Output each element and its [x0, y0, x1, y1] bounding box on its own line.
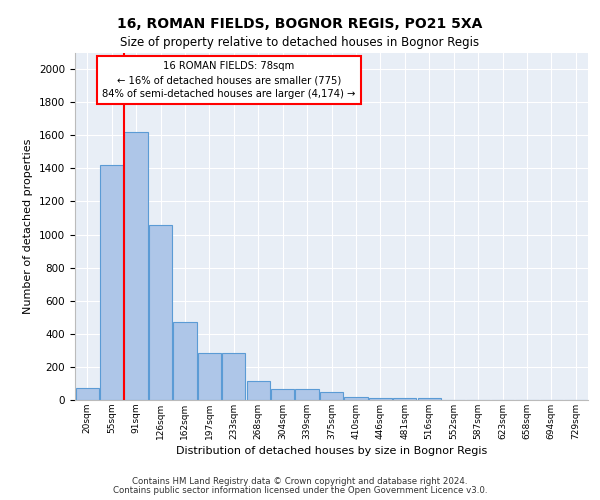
- Bar: [173, 322, 197, 400]
- Bar: [222, 353, 245, 400]
- Bar: [369, 398, 392, 400]
- Bar: [418, 398, 441, 400]
- Bar: [393, 398, 416, 400]
- Bar: [295, 389, 319, 400]
- Bar: [198, 353, 221, 400]
- X-axis label: Distribution of detached houses by size in Bognor Regis: Distribution of detached houses by size …: [176, 446, 487, 456]
- Bar: [76, 388, 99, 400]
- Y-axis label: Number of detached properties: Number of detached properties: [23, 138, 34, 314]
- Bar: [344, 396, 368, 400]
- Bar: [124, 132, 148, 400]
- Text: Size of property relative to detached houses in Bognor Regis: Size of property relative to detached ho…: [121, 36, 479, 49]
- Text: Contains HM Land Registry data © Crown copyright and database right 2024.: Contains HM Land Registry data © Crown c…: [132, 477, 468, 486]
- Text: 16 ROMAN FIELDS: 78sqm
← 16% of detached houses are smaller (775)
84% of semi-de: 16 ROMAN FIELDS: 78sqm ← 16% of detached…: [102, 61, 356, 99]
- Bar: [149, 224, 172, 400]
- Bar: [247, 381, 270, 400]
- Bar: [100, 165, 123, 400]
- Text: 16, ROMAN FIELDS, BOGNOR REGIS, PO21 5XA: 16, ROMAN FIELDS, BOGNOR REGIS, PO21 5XA: [118, 18, 482, 32]
- Bar: [320, 392, 343, 400]
- Bar: [271, 389, 294, 400]
- Text: Contains public sector information licensed under the Open Government Licence v3: Contains public sector information licen…: [113, 486, 487, 495]
